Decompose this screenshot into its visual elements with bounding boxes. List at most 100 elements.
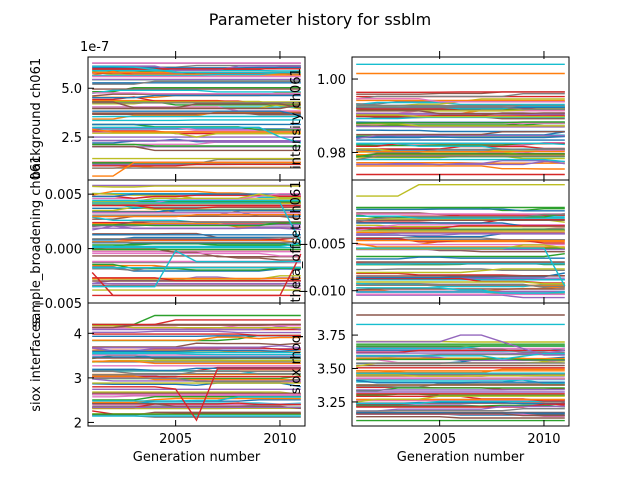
trace-line: [92, 111, 301, 116]
trace-line: [92, 375, 301, 381]
trace-line: [92, 397, 301, 404]
trace-line: [356, 416, 565, 419]
figure-title: Parameter history for ssblm: [209, 10, 431, 29]
trace-line: [356, 379, 565, 384]
trace-line: [356, 114, 565, 118]
series-line: [92, 126, 301, 144]
trace-line: [92, 145, 301, 152]
trace-line: [356, 393, 565, 396]
trace-line: [356, 349, 565, 355]
trace-line: [92, 103, 301, 110]
trace-line: [356, 400, 565, 404]
trace-line: [356, 106, 565, 110]
y-tick-label: 0.000: [45, 243, 82, 258]
trace-line: [92, 325, 301, 331]
trace-line: [92, 333, 301, 337]
y-tick-label: 2: [74, 416, 82, 431]
panel-top-left: 2.5 5.0 1e-7 background ch061: [29, 40, 306, 181]
trace-line: [92, 94, 301, 99]
trace-line: [356, 208, 565, 212]
trace-line: [92, 360, 301, 365]
trace-line: [356, 153, 565, 158]
axes-frame: [87, 302, 306, 427]
series-group: [92, 314, 301, 422]
trace-line: [356, 374, 565, 377]
trace-line: [356, 242, 565, 248]
trace-line: [356, 225, 565, 229]
panels: 2.5 5.0 1e-7 background ch061 0.98 1.00 intens…: [29, 40, 570, 465]
series-group: [356, 63, 565, 176]
series-line: [92, 101, 301, 109]
trace-line: [356, 215, 565, 219]
trace-line: [92, 222, 301, 227]
x-axis-label: Generation number: [397, 450, 525, 465]
y-tick-label: 0.98: [317, 146, 346, 161]
trace-line: [92, 344, 301, 349]
series-line: [92, 249, 301, 288]
series-line: [92, 161, 301, 177]
trace-line: [92, 65, 301, 74]
trace-line: [92, 330, 301, 334]
trace-line: [356, 142, 565, 146]
axes-frame: [351, 302, 570, 427]
trace-line: [356, 130, 565, 136]
trace-line: [356, 284, 565, 288]
trace-line: [92, 110, 301, 117]
series-line: [356, 247, 566, 287]
series-group: [91, 184, 302, 297]
trace-line: [92, 237, 301, 240]
trace-line: [356, 160, 565, 166]
trace-line: [92, 204, 301, 209]
series-group: [356, 314, 565, 422]
trace-line: [356, 101, 565, 106]
trace-line: [356, 405, 565, 412]
y-tick-label: −0.005: [34, 297, 82, 312]
trace-line: [356, 352, 565, 360]
trace-line: [92, 342, 301, 348]
trace-line: [92, 213, 301, 218]
trace-line: [356, 256, 565, 260]
trace-line: [92, 239, 301, 244]
y-tick-label: −0.010: [298, 285, 346, 300]
trace-line: [356, 233, 565, 236]
y-tick-label: 0.005: [45, 188, 82, 203]
panel-bottom-right: 3.25 3.50 3.75 2005 2010 siox rhoq Generation …: [289, 297, 570, 465]
trace-line: [356, 121, 565, 124]
trace-line: [356, 379, 565, 384]
trace-line: [92, 128, 301, 133]
trace-line: [92, 324, 301, 329]
series-line: [92, 319, 301, 326]
y-tick-label: 3.25: [317, 396, 346, 411]
trace-line: [92, 352, 301, 356]
trace-line: [92, 377, 301, 383]
trace-line: [356, 123, 565, 127]
series-group: [92, 62, 301, 177]
trace-line: [92, 255, 301, 261]
trace-line: [356, 268, 565, 271]
trace-line: [92, 336, 301, 341]
trace-line: [92, 227, 301, 231]
trace-line: [92, 143, 301, 147]
trace-line: [356, 158, 565, 163]
trace-line: [92, 252, 301, 257]
panel-top-right: 0.98 1.00 intensity ch061: [289, 51, 570, 181]
series-line: [92, 202, 302, 243]
trace-line: [356, 395, 565, 403]
x-tick-label: 2010: [527, 432, 560, 447]
trace-line: [356, 413, 565, 417]
trace-line: [356, 253, 565, 258]
trace-line: [356, 291, 565, 294]
series-line: [356, 183, 565, 197]
trace-line: [92, 396, 301, 402]
trace-line: [356, 134, 565, 140]
trace-line: [356, 110, 565, 115]
trace-line: [92, 80, 301, 85]
trace-line: [92, 132, 301, 138]
trace-line: [356, 294, 565, 299]
trace-line: [356, 281, 565, 285]
y-tick-label: −0.005: [298, 237, 346, 252]
trace-line: [356, 213, 565, 223]
